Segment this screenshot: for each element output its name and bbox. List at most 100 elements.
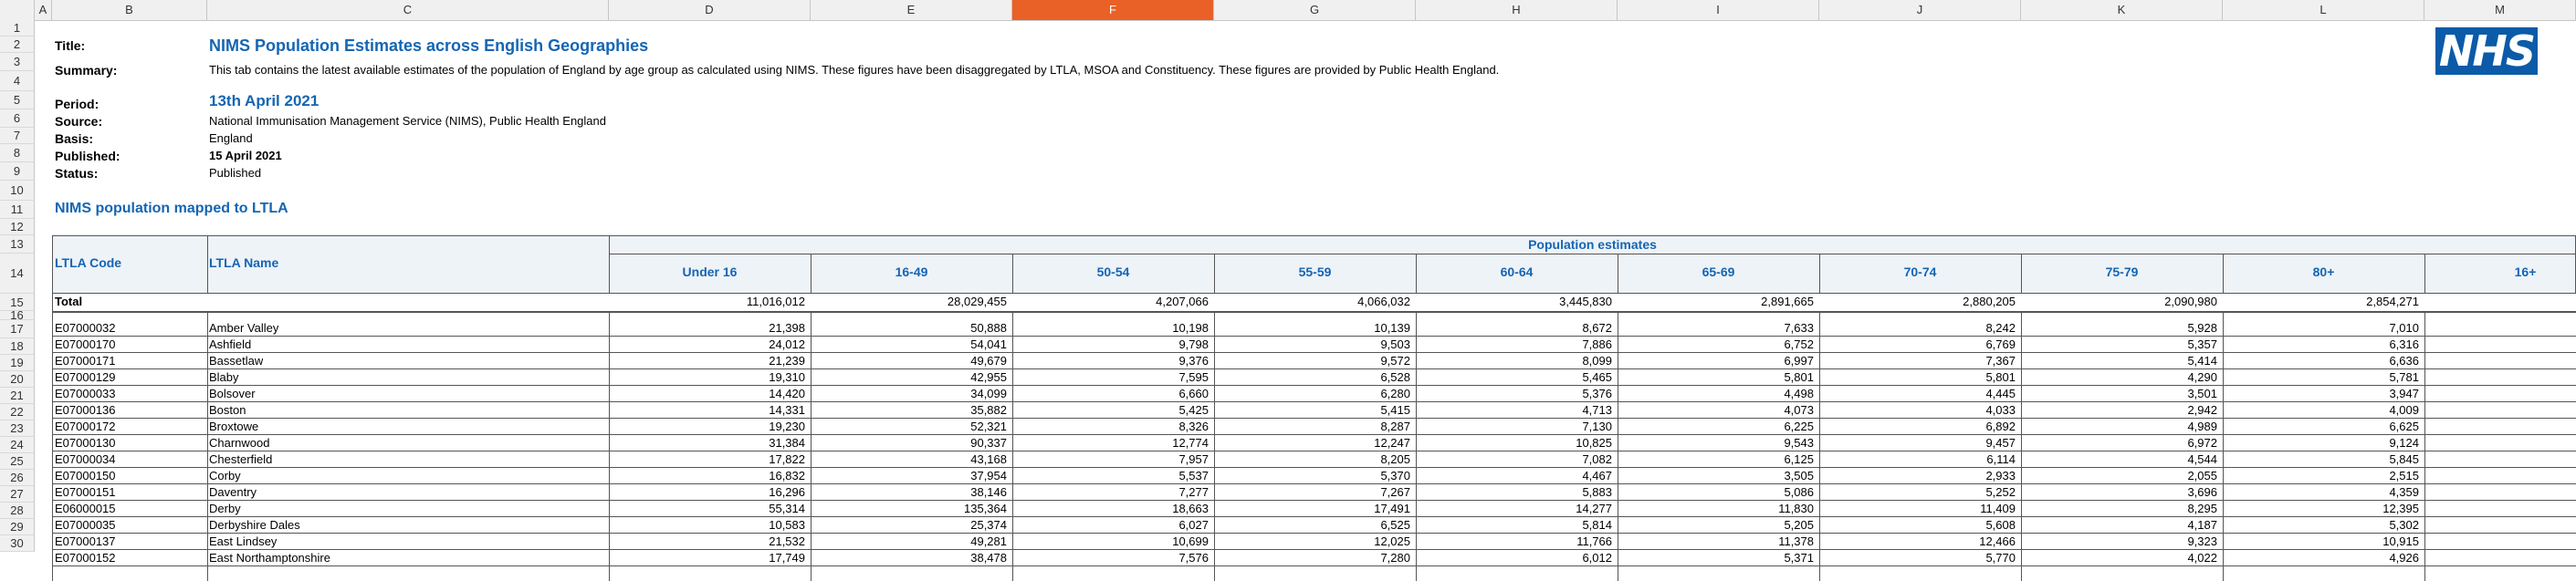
ltla-name-cell[interactable]: Chesterfield	[209, 452, 273, 466]
value-cell[interactable]: 3,947	[2389, 387, 2419, 400]
value-cell[interactable]: 34,099	[970, 387, 1007, 400]
row-header[interactable]: 10	[0, 181, 35, 201]
row-header[interactable]: 7	[0, 128, 35, 144]
value-cell[interactable]: 6,636	[2389, 354, 2419, 368]
value-cell[interactable]: 135,364	[964, 502, 1007, 515]
value-cell[interactable]: 5,370	[1380, 469, 1410, 482]
value-cell[interactable]: 50,888	[970, 321, 1007, 335]
value-cell[interactable]: 35,882	[970, 403, 1007, 417]
ltla-name-cell[interactable]: East Northamptonshire	[209, 551, 330, 565]
value-cell[interactable]: 2,942	[2187, 403, 2217, 417]
value-cell[interactable]: 25,374	[970, 518, 1007, 532]
value-cell[interactable]: 10,583	[769, 518, 805, 532]
value-cell[interactable]: 5,414	[2187, 354, 2217, 368]
row-header[interactable]: 18	[0, 338, 35, 355]
value-cell[interactable]: 6,525	[1380, 518, 1410, 532]
row-header[interactable]: 23	[0, 420, 35, 437]
value-cell[interactable]: 7,082	[1582, 452, 1612, 466]
row-header[interactable]: 4	[0, 71, 35, 91]
value-cell[interactable]: 38,478	[970, 551, 1007, 565]
ltla-code-cell[interactable]: E07000152	[55, 551, 116, 565]
value-cell[interactable]: 5,883	[1582, 485, 1612, 499]
ltla-name-cell[interactable]: Charnwood	[209, 436, 270, 450]
value-cell[interactable]: 7,010	[2389, 321, 2419, 335]
row-header[interactable]: 29	[0, 519, 35, 535]
value-cell[interactable]: 5,357	[2187, 337, 2217, 351]
ltla-name-cell[interactable]: Derbyshire Dales	[209, 518, 300, 532]
value-cell[interactable]: 8,242	[1985, 321, 2016, 335]
ltla-code-cell[interactable]: E07000137	[55, 534, 116, 548]
ltla-name-cell[interactable]: Ashfield	[209, 337, 252, 351]
value-cell[interactable]: 8,099	[1582, 354, 1612, 368]
value-cell[interactable]: 4,926	[2389, 551, 2419, 565]
value-cell[interactable]: 24,012	[769, 337, 805, 351]
value-cell[interactable]: 19,230	[769, 420, 805, 433]
ltla-code-cell[interactable]: E07000171	[55, 354, 116, 368]
ltla-code-cell[interactable]: E07000032	[55, 321, 116, 335]
row-header[interactable]: 25	[0, 453, 35, 470]
value-cell[interactable]: 5,801	[1784, 370, 1814, 384]
row-header[interactable]: 20	[0, 371, 35, 388]
ltla-code-cell[interactable]: E07000136	[55, 403, 116, 417]
value-cell[interactable]: 9,798	[1178, 337, 1209, 351]
column-header-c[interactable]: C	[207, 0, 609, 20]
value-cell[interactable]: 5,770	[1985, 551, 2016, 565]
value-cell[interactable]: 4,544	[2187, 452, 2217, 466]
value-cell[interactable]: 5,801	[1985, 370, 2016, 384]
value-cell[interactable]: 10,825	[1576, 436, 1612, 450]
value-cell[interactable]: 4,498	[1784, 387, 1814, 400]
value-cell[interactable]: 5,252	[1985, 485, 2016, 499]
row-header[interactable]: 1	[0, 20, 35, 36]
ltla-name-cell[interactable]: Daventry	[209, 485, 257, 499]
column-header-h[interactable]: H	[1416, 0, 1618, 20]
ltla-code-cell[interactable]: E07000172	[55, 420, 116, 433]
value-cell[interactable]: 5,845	[2389, 452, 2419, 466]
column-header-k[interactable]: K	[2021, 0, 2223, 20]
value-cell[interactable]: 11,766	[1576, 534, 1612, 548]
value-cell[interactable]: 5,415	[1380, 403, 1410, 417]
ltla-name-cell[interactable]: Broxtowe	[209, 420, 259, 433]
value-cell[interactable]: 90,337	[970, 436, 1007, 450]
value-cell[interactable]: 5,302	[2389, 518, 2419, 532]
row-header[interactable]: 21	[0, 388, 35, 404]
row-header[interactable]: 5	[0, 91, 35, 109]
select-all-corner[interactable]	[0, 0, 35, 20]
ltla-name-cell[interactable]: Amber Valley	[209, 321, 279, 335]
value-cell[interactable]: 4,713	[1582, 403, 1612, 417]
value-cell[interactable]: 8,295	[2187, 502, 2217, 515]
value-cell[interactable]: 7,595	[1178, 370, 1209, 384]
value-cell[interactable]: 4,033	[1985, 403, 2016, 417]
value-cell[interactable]: 7,957	[1178, 452, 1209, 466]
value-cell[interactable]: 6,012	[1582, 551, 1612, 565]
value-cell[interactable]: 10,198	[1172, 321, 1209, 335]
value-cell[interactable]: 4,073	[1784, 403, 1814, 417]
row-header[interactable]: 15	[0, 294, 35, 311]
column-header-i[interactable]: I	[1618, 0, 1819, 20]
ltla-code-cell[interactable]: E07000035	[55, 518, 116, 532]
value-cell[interactable]: 6,752	[1784, 337, 1814, 351]
value-cell[interactable]: 2,933	[1985, 469, 2016, 482]
row-header[interactable]: 9	[0, 162, 35, 181]
value-cell[interactable]: 6,997	[1784, 354, 1814, 368]
value-cell[interactable]: 7,130	[1582, 420, 1612, 433]
value-cell[interactable]: 4,467	[1582, 469, 1612, 482]
row-header[interactable]: 28	[0, 503, 35, 519]
value-cell[interactable]: 6,972	[2187, 436, 2217, 450]
value-cell[interactable]: 9,124	[2389, 436, 2419, 450]
ltla-code-cell[interactable]: E07000170	[55, 337, 116, 351]
value-cell[interactable]: 11,378	[1778, 534, 1814, 548]
value-cell[interactable]: 5,928	[2187, 321, 2217, 335]
row-header[interactable]: 13	[0, 235, 35, 254]
value-cell[interactable]: 7,367	[1985, 354, 2016, 368]
ltla-name-cell[interactable]: Derby	[209, 502, 241, 515]
value-cell[interactable]: 5,781	[2389, 370, 2419, 384]
value-cell[interactable]: 4,989	[2187, 420, 2217, 433]
value-cell[interactable]: 4,187	[2187, 518, 2217, 532]
ltla-code-cell[interactable]: E07000130	[55, 436, 116, 450]
value-cell[interactable]: 18,663	[1172, 502, 1209, 515]
value-cell[interactable]: 9,572	[1380, 354, 1410, 368]
ltla-name-cell[interactable]: Corby	[209, 469, 241, 482]
value-cell[interactable]: 11,409	[1980, 502, 2016, 515]
value-cell[interactable]: 12,247	[1374, 436, 1410, 450]
value-cell[interactable]: 14,420	[769, 387, 805, 400]
